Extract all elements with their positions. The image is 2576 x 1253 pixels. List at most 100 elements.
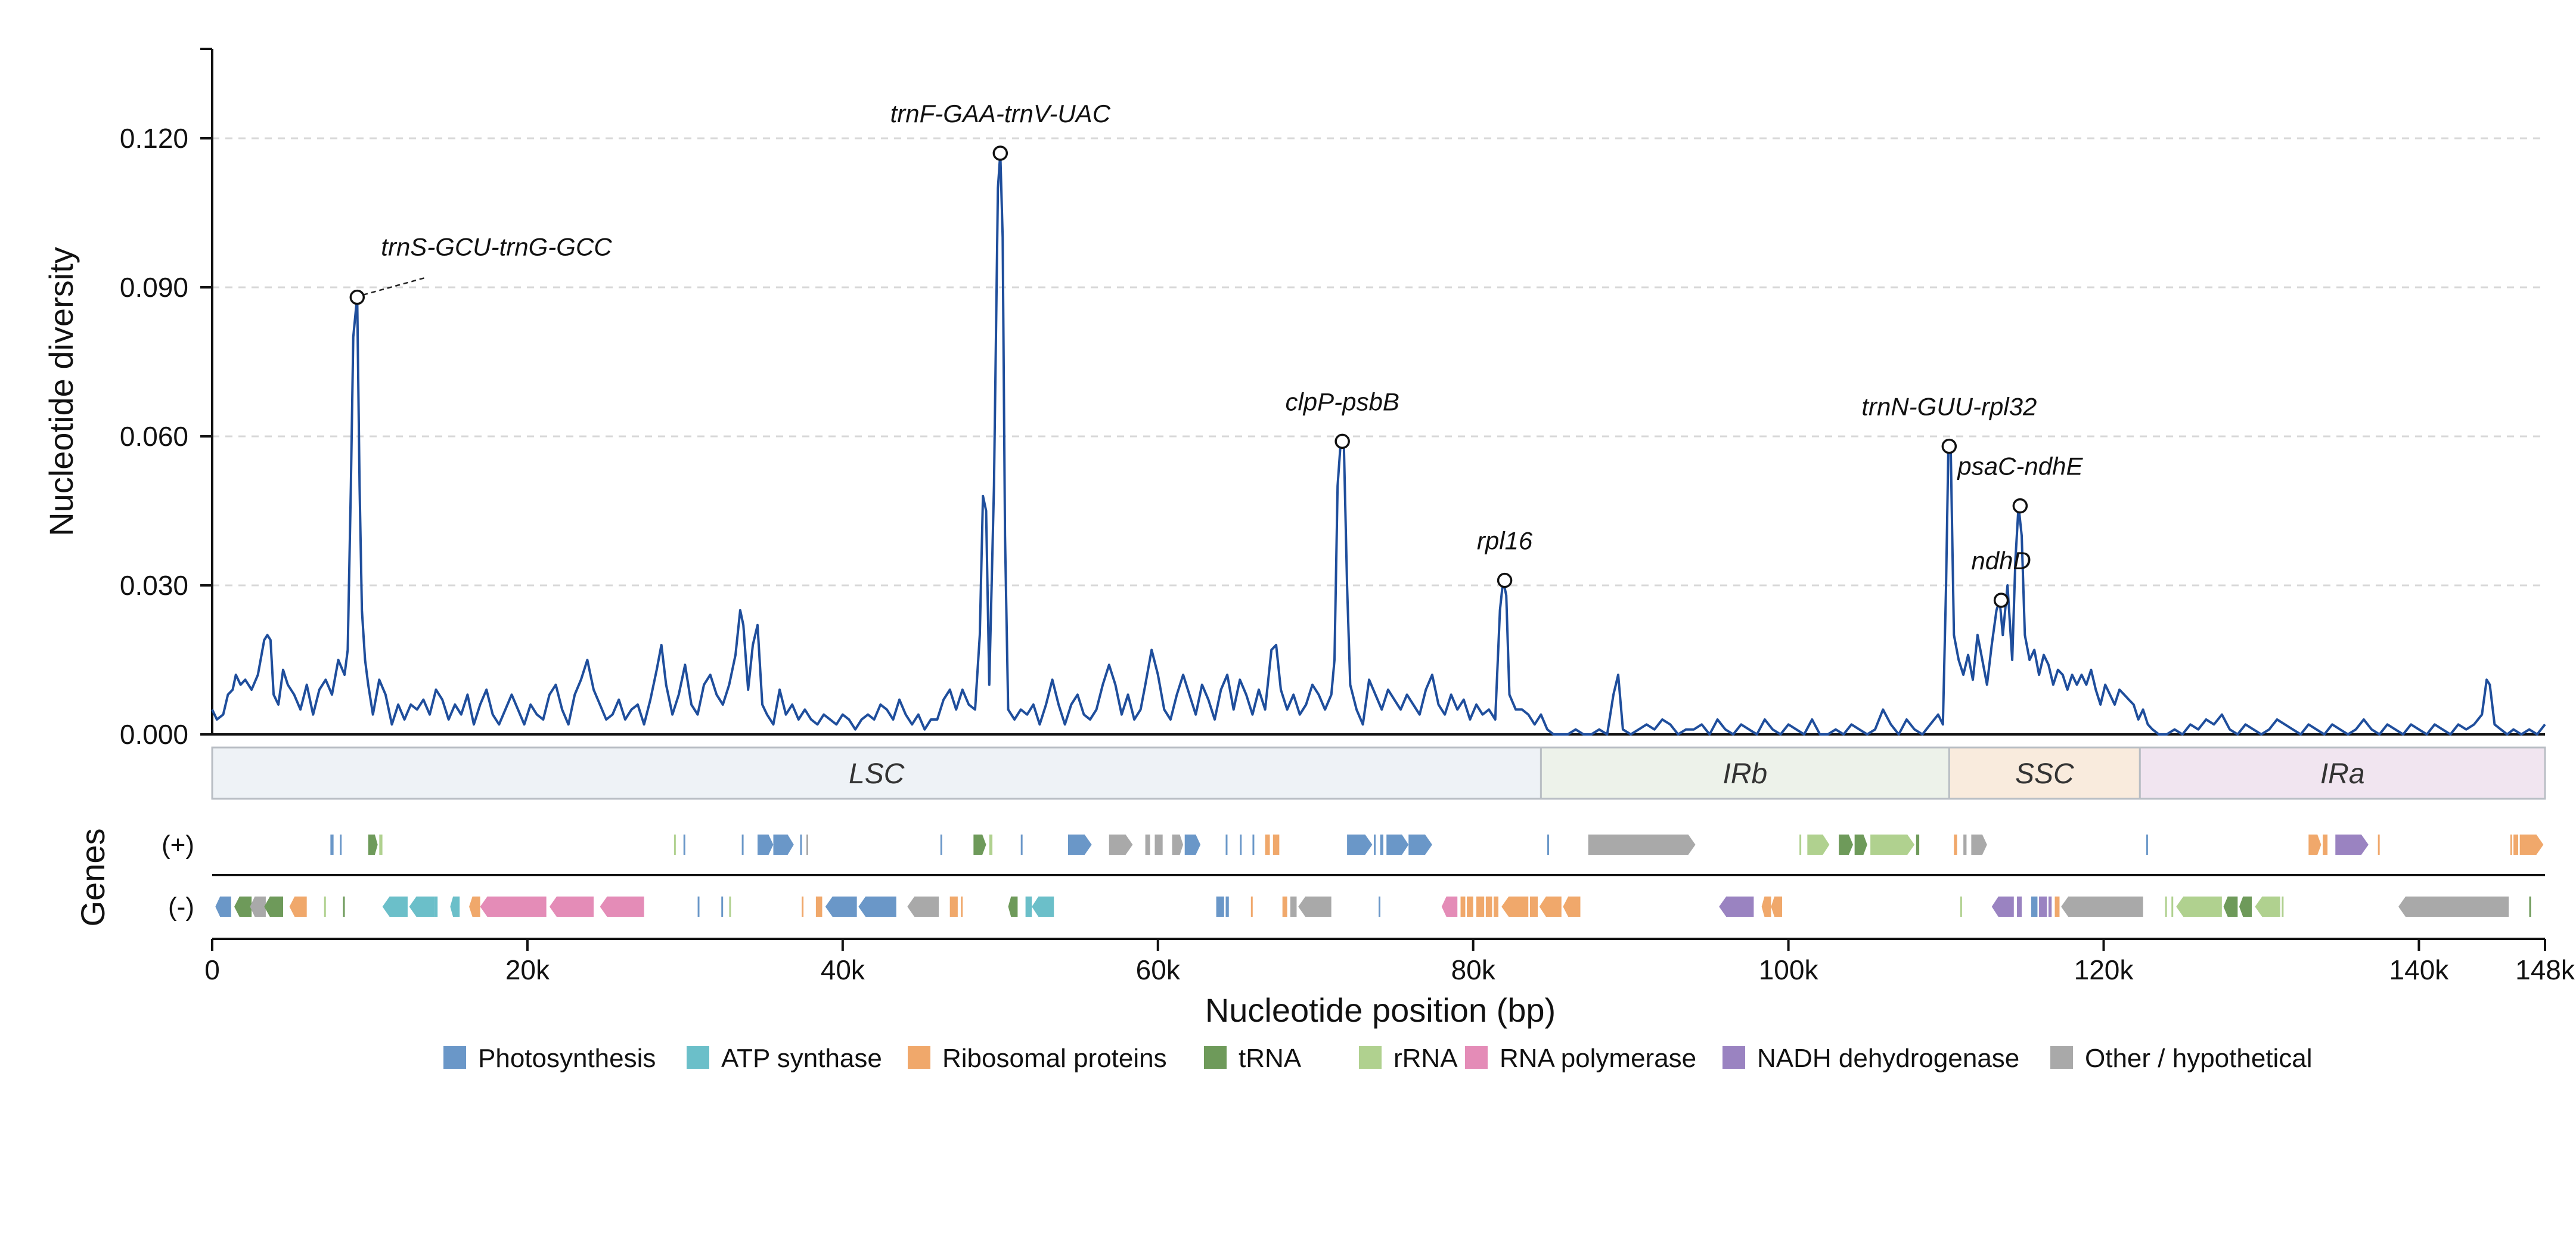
gene-nadh-dehydrogenase (2017, 897, 2022, 917)
gene-ribosomal-proteins (802, 897, 804, 917)
gene-photosynthesis (697, 897, 700, 917)
region-label: SSC (2015, 758, 2074, 790)
gene-ribosomal-proteins (2510, 835, 2512, 855)
diversity-line-layer (211, 152, 2546, 736)
gene-rrna (2255, 897, 2280, 917)
x-tick-label: 148k (2515, 954, 2575, 985)
gene-photosynthesis (1380, 835, 1383, 855)
gene-ribosomal-proteins (1761, 897, 1771, 917)
gene-photosynthesis (1240, 835, 1242, 855)
gene-ribosomal-proteins (1501, 897, 1529, 917)
gene-trna (1854, 835, 1867, 855)
gene-rrna (379, 835, 383, 855)
legend-label-rna-polymerase: RNA polymerase (1500, 1044, 1696, 1073)
peak-label-clpp-psbb: clpP-psbB (1285, 387, 1399, 415)
region-label: IRb (1723, 758, 1768, 790)
gene-atp-synthase (382, 897, 408, 917)
gene-photosynthesis (940, 835, 942, 855)
gene-photosynthesis (2031, 897, 2038, 917)
x-tick-label: 100k (1759, 954, 1819, 985)
gene-atp-synthase (450, 897, 460, 917)
grid-lines (212, 137, 2545, 587)
gene-other-hypothetical (250, 897, 266, 917)
gene-ribosomal-proteins (2513, 835, 2519, 855)
gene-photosynthesis (1386, 835, 1409, 855)
y-axis-title: Nucleotide diversity (42, 247, 80, 536)
gene-ribosomal-proteins (1265, 835, 1270, 855)
peak-marker (992, 145, 1008, 161)
x-tick-label: 0 (204, 954, 220, 985)
gene-photosynthesis (1225, 897, 1229, 917)
gene-atp-synthase (434, 897, 438, 917)
gene-photosynthesis (800, 835, 802, 855)
region-irb (1540, 746, 1950, 800)
gene-trna (1008, 897, 1018, 917)
gene-ribosomal-proteins (2519, 835, 2544, 855)
gene-other-hypothetical (907, 897, 939, 917)
gene-rrna (2171, 897, 2174, 917)
gene-photosynthesis (741, 835, 744, 855)
gene-photosynthesis (825, 897, 857, 917)
gene-other-hypothetical (1963, 835, 1967, 855)
gene-photosynthesis (1068, 835, 1092, 855)
peak-label-psac-ndhe: psaC-ndhE (1956, 452, 2083, 480)
peak-marker (1497, 572, 1513, 588)
gene-ribosomal-proteins (1563, 897, 1581, 917)
legend-label-ribosomal-proteins: Ribosomal proteins (942, 1044, 1167, 1073)
x-axis-title: Nucleotide position (bp) (1205, 991, 1556, 1029)
gene-ribosomal-proteins (2378, 835, 2380, 855)
peak-marker (349, 289, 365, 305)
region-ira (2139, 746, 2546, 800)
gene-photosynthesis (1379, 897, 1380, 917)
gene-trna (234, 897, 252, 917)
legend-label-photosynthesis: Photosynthesis (478, 1044, 656, 1073)
genes-axis-title: Genes (74, 829, 111, 927)
gene-tracks: (+) (-) (162, 830, 2545, 922)
gene-trna (343, 897, 345, 917)
peak-marker (1993, 593, 2009, 608)
gene-ribosomal-proteins (1954, 835, 1957, 855)
region-lsc (211, 746, 1542, 800)
gene-ribosomal-proteins (1476, 897, 1485, 917)
gene-ribosomal-proteins (1494, 897, 1498, 917)
y-tick-label: 0.030 (120, 570, 188, 601)
x-tick-label: 20k (505, 954, 550, 985)
gene-other-hypothetical (1588, 835, 1696, 855)
gene-ribosomal-proteins (1771, 897, 1783, 917)
gene-rrna (1807, 835, 1830, 855)
gene-ribosomal-proteins (1273, 835, 1280, 855)
gene-atp-synthase (1032, 897, 1054, 917)
gene-ribosomal-proteins (2054, 897, 2060, 917)
gene-photosynthesis (1225, 835, 1228, 855)
annotation-leader (362, 277, 426, 296)
axes: 0.000 0.030 0.060 0.090 0.120 0 20k 40k 60k 80k 10… (120, 48, 2575, 985)
gene-rna-polymerase (600, 897, 644, 917)
gene-ribosomal-proteins (961, 897, 963, 917)
gene-rna-polymerase (480, 897, 547, 917)
x-tick-label: 120k (2074, 954, 2134, 985)
gene-ribosomal-proteins (1539, 897, 1562, 917)
gene-trna (264, 897, 284, 917)
gene-photosynthesis (330, 835, 334, 855)
gene-other-hypothetical (1290, 897, 1297, 917)
gene-rrna (1870, 835, 1915, 855)
gene-other-hypothetical (1154, 835, 1163, 855)
peak-annotations: trnS-GCU-trnG-GCC trnF-GAA-trnV-UAC clpP-p… (349, 100, 2083, 608)
gene-trna (1916, 835, 1920, 855)
peak-marker (1941, 438, 1957, 454)
gene-nadh-dehydrogenase (2039, 897, 2047, 917)
gene-photosynthesis (683, 835, 685, 855)
gene-photosynthesis (721, 897, 724, 917)
gene-nadh-dehydrogenase (2048, 897, 2052, 917)
gene-trna (2223, 897, 2238, 917)
genome-regions: LSC IRb SSC IRa (211, 746, 2546, 800)
gene-rrna (324, 897, 326, 917)
gene-rna-polymerase (549, 897, 594, 917)
legend-label-other-hypothetical: Other / hypothetical (2085, 1044, 2313, 1073)
legend-swatch-ribosomal-proteins (908, 1046, 930, 1069)
gene-photosynthesis (1347, 835, 1373, 855)
strand-label: (-) (168, 892, 194, 922)
gene-ribosomal-proteins (289, 897, 307, 917)
gene-trna (973, 835, 986, 855)
gene-photosynthesis (1374, 835, 1376, 855)
